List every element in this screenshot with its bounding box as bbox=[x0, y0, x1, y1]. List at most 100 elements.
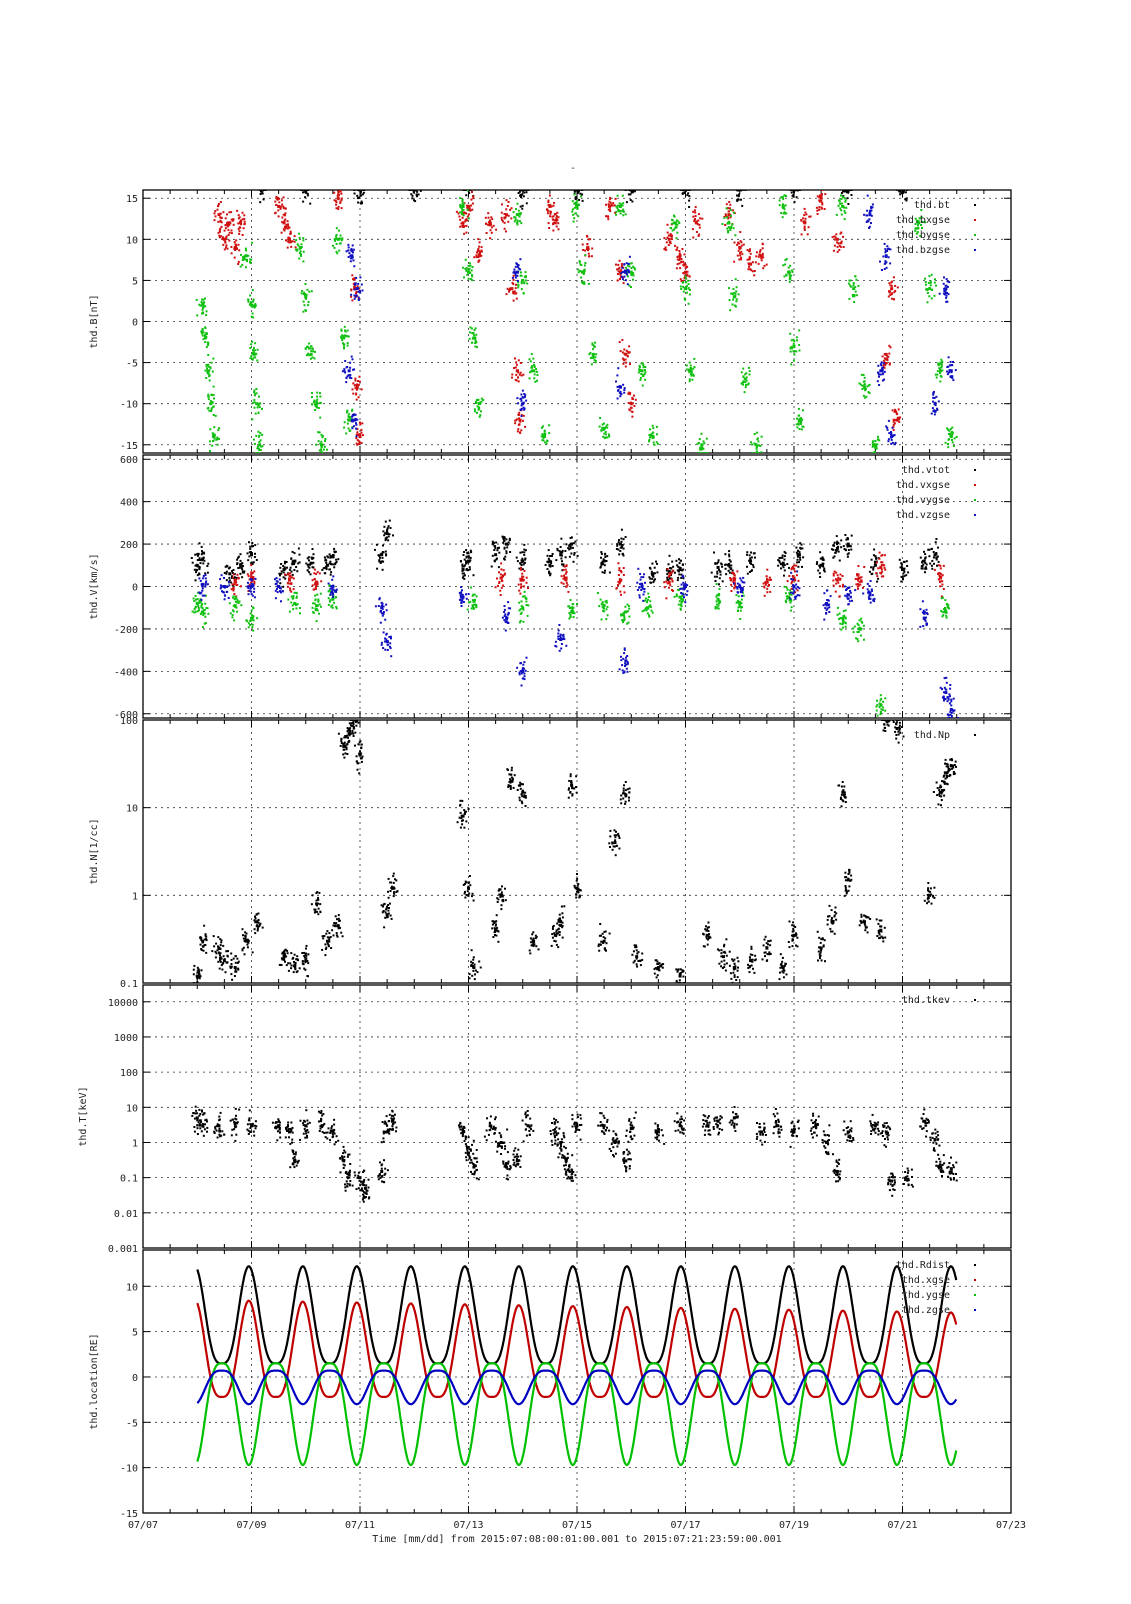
data-point bbox=[738, 259, 740, 261]
data-point bbox=[603, 558, 605, 560]
data-point bbox=[384, 649, 386, 651]
data-point bbox=[311, 558, 313, 560]
data-point bbox=[667, 582, 669, 584]
data-point bbox=[560, 558, 562, 560]
data-point bbox=[884, 357, 886, 359]
data-point bbox=[292, 551, 294, 553]
data-point bbox=[929, 563, 931, 565]
data-point bbox=[194, 569, 196, 571]
data-point bbox=[617, 273, 619, 275]
data-point bbox=[259, 452, 261, 454]
data-point bbox=[676, 564, 678, 566]
data-point bbox=[740, 602, 742, 604]
data-point bbox=[469, 338, 471, 340]
data-point bbox=[686, 369, 688, 371]
data-point bbox=[494, 547, 496, 549]
data-point bbox=[314, 578, 316, 580]
data-point bbox=[321, 446, 323, 448]
data-point bbox=[780, 563, 782, 565]
data-point bbox=[738, 293, 740, 295]
data-point bbox=[504, 222, 506, 224]
data-point bbox=[678, 250, 680, 252]
data-point bbox=[531, 353, 533, 355]
data-point bbox=[740, 247, 742, 249]
data-point bbox=[319, 603, 321, 605]
data-point bbox=[861, 576, 863, 578]
data-point bbox=[886, 245, 888, 247]
data-point bbox=[218, 438, 220, 440]
data-point bbox=[855, 291, 857, 293]
data-point bbox=[777, 565, 779, 567]
data-point bbox=[719, 600, 721, 602]
data-point bbox=[735, 278, 737, 280]
data-point bbox=[750, 441, 752, 443]
data-point bbox=[675, 560, 677, 562]
data-point bbox=[516, 418, 518, 420]
data-point bbox=[884, 567, 886, 569]
data-point bbox=[495, 586, 497, 588]
data-point bbox=[198, 566, 200, 568]
data-point bbox=[553, 202, 555, 204]
data-point bbox=[519, 258, 521, 260]
data-point bbox=[560, 538, 562, 540]
data-point bbox=[819, 551, 821, 553]
data-point bbox=[462, 202, 464, 204]
data-point bbox=[275, 204, 277, 206]
data-point bbox=[324, 438, 326, 440]
data-point bbox=[503, 569, 505, 571]
data-point bbox=[841, 198, 843, 200]
data-point bbox=[623, 349, 625, 351]
data-point bbox=[890, 432, 892, 434]
data-point bbox=[861, 388, 863, 390]
data-point bbox=[802, 556, 804, 558]
data-point bbox=[928, 282, 930, 284]
data-point bbox=[623, 538, 625, 540]
data-point bbox=[355, 394, 357, 396]
data-point bbox=[283, 571, 285, 573]
data-point bbox=[606, 608, 608, 610]
data-point bbox=[784, 586, 786, 588]
data-point bbox=[466, 219, 468, 221]
data-point bbox=[837, 546, 839, 548]
data-point bbox=[502, 617, 504, 619]
data-point bbox=[508, 541, 510, 543]
data-point bbox=[882, 561, 884, 563]
data-point bbox=[692, 228, 694, 230]
legend-entry: thd.bt bbox=[914, 200, 950, 211]
data-point bbox=[863, 395, 865, 397]
data-point bbox=[204, 586, 206, 588]
data-point bbox=[688, 200, 690, 202]
data-point bbox=[348, 249, 350, 251]
data-point bbox=[251, 593, 253, 595]
data-point bbox=[715, 607, 717, 609]
data-point bbox=[855, 578, 857, 580]
data-point bbox=[525, 271, 527, 273]
data-point bbox=[307, 189, 309, 191]
data-point bbox=[470, 557, 472, 559]
data-point bbox=[837, 574, 839, 576]
data-point bbox=[577, 269, 579, 271]
data-point bbox=[352, 414, 354, 416]
data-point bbox=[324, 440, 326, 442]
data-point bbox=[684, 192, 686, 194]
data-point bbox=[243, 218, 245, 220]
data-point bbox=[461, 589, 463, 591]
data-point bbox=[347, 345, 349, 347]
data-point bbox=[521, 671, 523, 673]
data-point bbox=[892, 409, 894, 411]
data-point bbox=[526, 202, 528, 204]
data-point bbox=[468, 192, 470, 194]
data-point bbox=[284, 568, 286, 570]
data-point bbox=[547, 568, 549, 570]
data-point bbox=[516, 275, 518, 277]
data-point bbox=[948, 371, 950, 373]
data-point bbox=[871, 215, 873, 217]
data-point bbox=[706, 452, 708, 454]
data-point bbox=[741, 606, 743, 608]
data-point bbox=[355, 292, 357, 294]
data-point bbox=[521, 612, 523, 614]
data-point bbox=[308, 556, 310, 558]
data-point bbox=[501, 219, 503, 221]
data-point bbox=[616, 207, 618, 209]
data-point bbox=[571, 211, 573, 213]
